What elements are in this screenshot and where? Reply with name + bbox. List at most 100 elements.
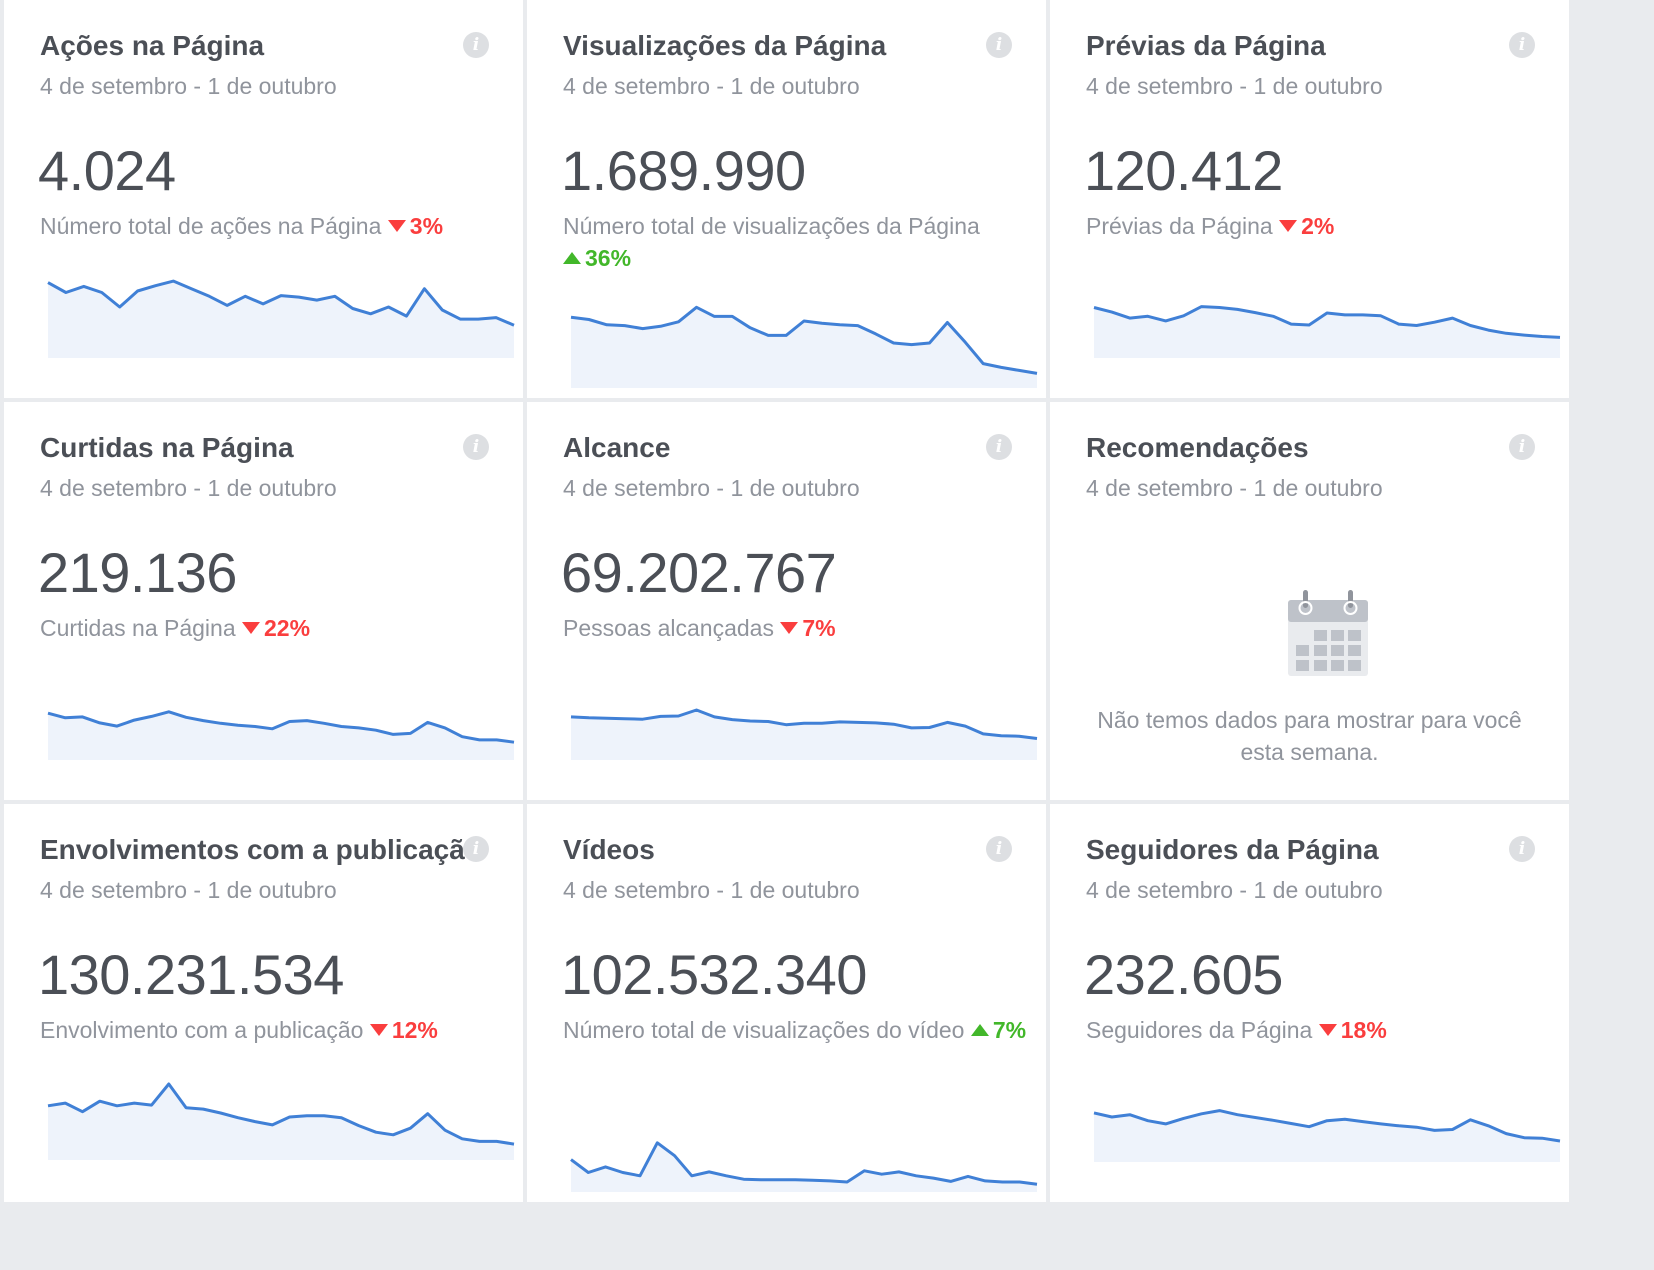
empty-state-message: Não temos dados para mostrar para você e…: [1097, 707, 1522, 765]
sparkline-svg: [1093, 305, 1561, 358]
card-date-range: 4 de setembro - 1 de outubro: [563, 877, 860, 903]
card-title: Envolvimentos com a publicação: [40, 834, 482, 865]
change-percent: 12%: [391, 1017, 438, 1043]
card-page-followers[interactable]: Seguidores da Página i 4 de setembro - 1…: [1050, 804, 1569, 1202]
sparkline-area: [571, 1142, 1037, 1192]
arrow-down-icon: [780, 622, 799, 634]
card-date-range: 4 de setembro - 1 de outubro: [40, 73, 337, 99]
sparkline-line: [1093, 305, 1561, 339]
change-percent: 7%: [992, 1017, 1027, 1043]
card-page-previews[interactable]: Prévias da Página i 4 de setembro - 1 de…: [1050, 0, 1569, 398]
change-indicator: 2%: [1279, 210, 1334, 242]
sparkline-svg: [47, 710, 515, 760]
sparkline-area: [48, 281, 514, 358]
sparkline-area: [571, 710, 1037, 760]
change-indicator: 22%: [242, 612, 310, 644]
arrow-down-icon: [387, 220, 406, 232]
sparkline: [570, 1120, 1038, 1192]
sparkline-line: [1093, 1109, 1561, 1143]
metric-description: Pessoas alcançadas 7%: [563, 612, 1033, 644]
card-date-range: 4 de setembro - 1 de outubro: [563, 73, 860, 99]
card-date-range: 4 de setembro - 1 de outubro: [1086, 73, 1383, 99]
card-date-range: 4 de setembro - 1 de outubro: [1086, 475, 1383, 501]
change-percent: 36%: [585, 245, 632, 271]
metric-description-text: Número total de ações na Página: [40, 213, 382, 239]
sparkline: [47, 266, 515, 358]
arrow-up-icon: [970, 1024, 989, 1036]
sparkline-line: [47, 279, 515, 327]
sparkline-area: [571, 307, 1037, 388]
change-percent: 2%: [1301, 213, 1335, 239]
card-title: Recomendações: [1086, 432, 1309, 463]
sparkline-svg: [570, 1141, 1038, 1192]
arrow-down-icon: [242, 622, 261, 634]
change-percent: 22%: [264, 615, 311, 641]
card-title: Vídeos: [563, 834, 655, 865]
card-title: Visualizações da Página: [563, 30, 887, 61]
sparkline: [47, 1078, 515, 1160]
metric-description: Curtidas na Página 22%: [40, 612, 510, 644]
sparkline-line: [47, 710, 515, 744]
sparkline-svg: [570, 305, 1038, 388]
metric-description: Envolvimento com a publicação 12%: [40, 1014, 510, 1046]
sparkline-line: [570, 305, 1038, 375]
metric-description-text: Envolvimento com a publicação: [40, 1017, 364, 1043]
metric-description: Número total de visualizações do vídeo 7…: [563, 1014, 1033, 1046]
metric-description: Prévias da Página 2%: [1086, 210, 1556, 242]
change-percent: 7%: [802, 615, 836, 641]
sparkline-line: [47, 1082, 515, 1146]
card-page-actions[interactable]: Ações na Página i 4 de setembro - 1 de o…: [4, 0, 523, 398]
metric-value: 120.412: [1084, 139, 1283, 202]
sparkline-line: [570, 1141, 1038, 1186]
calendar-icon: [1288, 590, 1368, 676]
change-indicator: 12%: [369, 1014, 438, 1046]
card-title: Ações na Página: [40, 30, 265, 61]
card-post-engagements[interactable]: Envolvimentos com a publicação i 4 de se…: [4, 804, 523, 1202]
sparkline-svg: [1093, 1109, 1561, 1162]
metric-description: Seguidores da Página 18%: [1086, 1014, 1556, 1046]
sparkline-area: [48, 711, 514, 760]
metric-value: 219.136: [38, 541, 237, 604]
change-indicator: 36%: [563, 242, 631, 274]
change-percent: 18%: [1340, 1017, 1387, 1043]
card-reach[interactable]: Alcance i 4 de setembro - 1 de outubro 6…: [527, 402, 1046, 800]
card-page-likes[interactable]: Curtidas na Página i 4 de setembro - 1 d…: [4, 402, 523, 800]
metric-description: Número total de visualizações da Página …: [563, 210, 1033, 274]
info-icon[interactable]: i: [986, 434, 1012, 460]
info-icon[interactable]: i: [463, 434, 489, 460]
card-videos[interactable]: Vídeos i 4 de setembro - 1 de outubro 10…: [527, 804, 1046, 1202]
info-icon[interactable]: i: [463, 836, 489, 862]
sparkline-svg: [47, 1082, 515, 1160]
arrow-down-icon: [1318, 1024, 1337, 1036]
metric-description-text: Curtidas na Página: [40, 615, 236, 641]
card-date-range: 4 de setembro - 1 de outubro: [40, 475, 337, 501]
sparkline-line: [570, 708, 1038, 740]
card-title: Alcance: [563, 432, 671, 463]
change-indicator: 7%: [970, 1014, 1027, 1046]
metric-description-text: Número total de visualizações do vídeo: [563, 1017, 965, 1043]
card-title: Prévias da Página: [1086, 30, 1326, 61]
metric-description-text: Seguidores da Página: [1086, 1017, 1313, 1043]
sparkline: [1093, 296, 1561, 358]
sparkline-svg: [47, 279, 515, 358]
metric-value: 1.689.990: [561, 139, 806, 202]
card-date-range: 4 de setembro - 1 de outubro: [563, 475, 860, 501]
sparkline: [47, 698, 515, 760]
info-icon[interactable]: i: [1509, 434, 1535, 460]
sparkline-area: [1094, 1110, 1560, 1162]
card-title: Seguidores da Página: [1086, 834, 1379, 865]
info-icon[interactable]: i: [986, 836, 1012, 862]
metric-value: 69.202.767: [561, 541, 837, 604]
info-icon[interactable]: i: [463, 32, 489, 58]
change-indicator: 18%: [1318, 1014, 1387, 1046]
info-icon[interactable]: i: [1509, 836, 1535, 862]
card-title: Curtidas na Página: [40, 432, 294, 463]
sparkline: [570, 698, 1038, 760]
card-recommendations[interactable]: Recomendações i 4 de setembro - 1 de out…: [1050, 402, 1569, 800]
metric-description: Número total de ações na Página 3%: [40, 210, 510, 242]
metric-description-text: Pessoas alcançadas: [563, 615, 774, 641]
info-icon[interactable]: i: [1509, 32, 1535, 58]
card-page-views[interactable]: Visualizações da Página i 4 de setembro …: [527, 0, 1046, 398]
info-icon[interactable]: i: [986, 32, 1012, 58]
